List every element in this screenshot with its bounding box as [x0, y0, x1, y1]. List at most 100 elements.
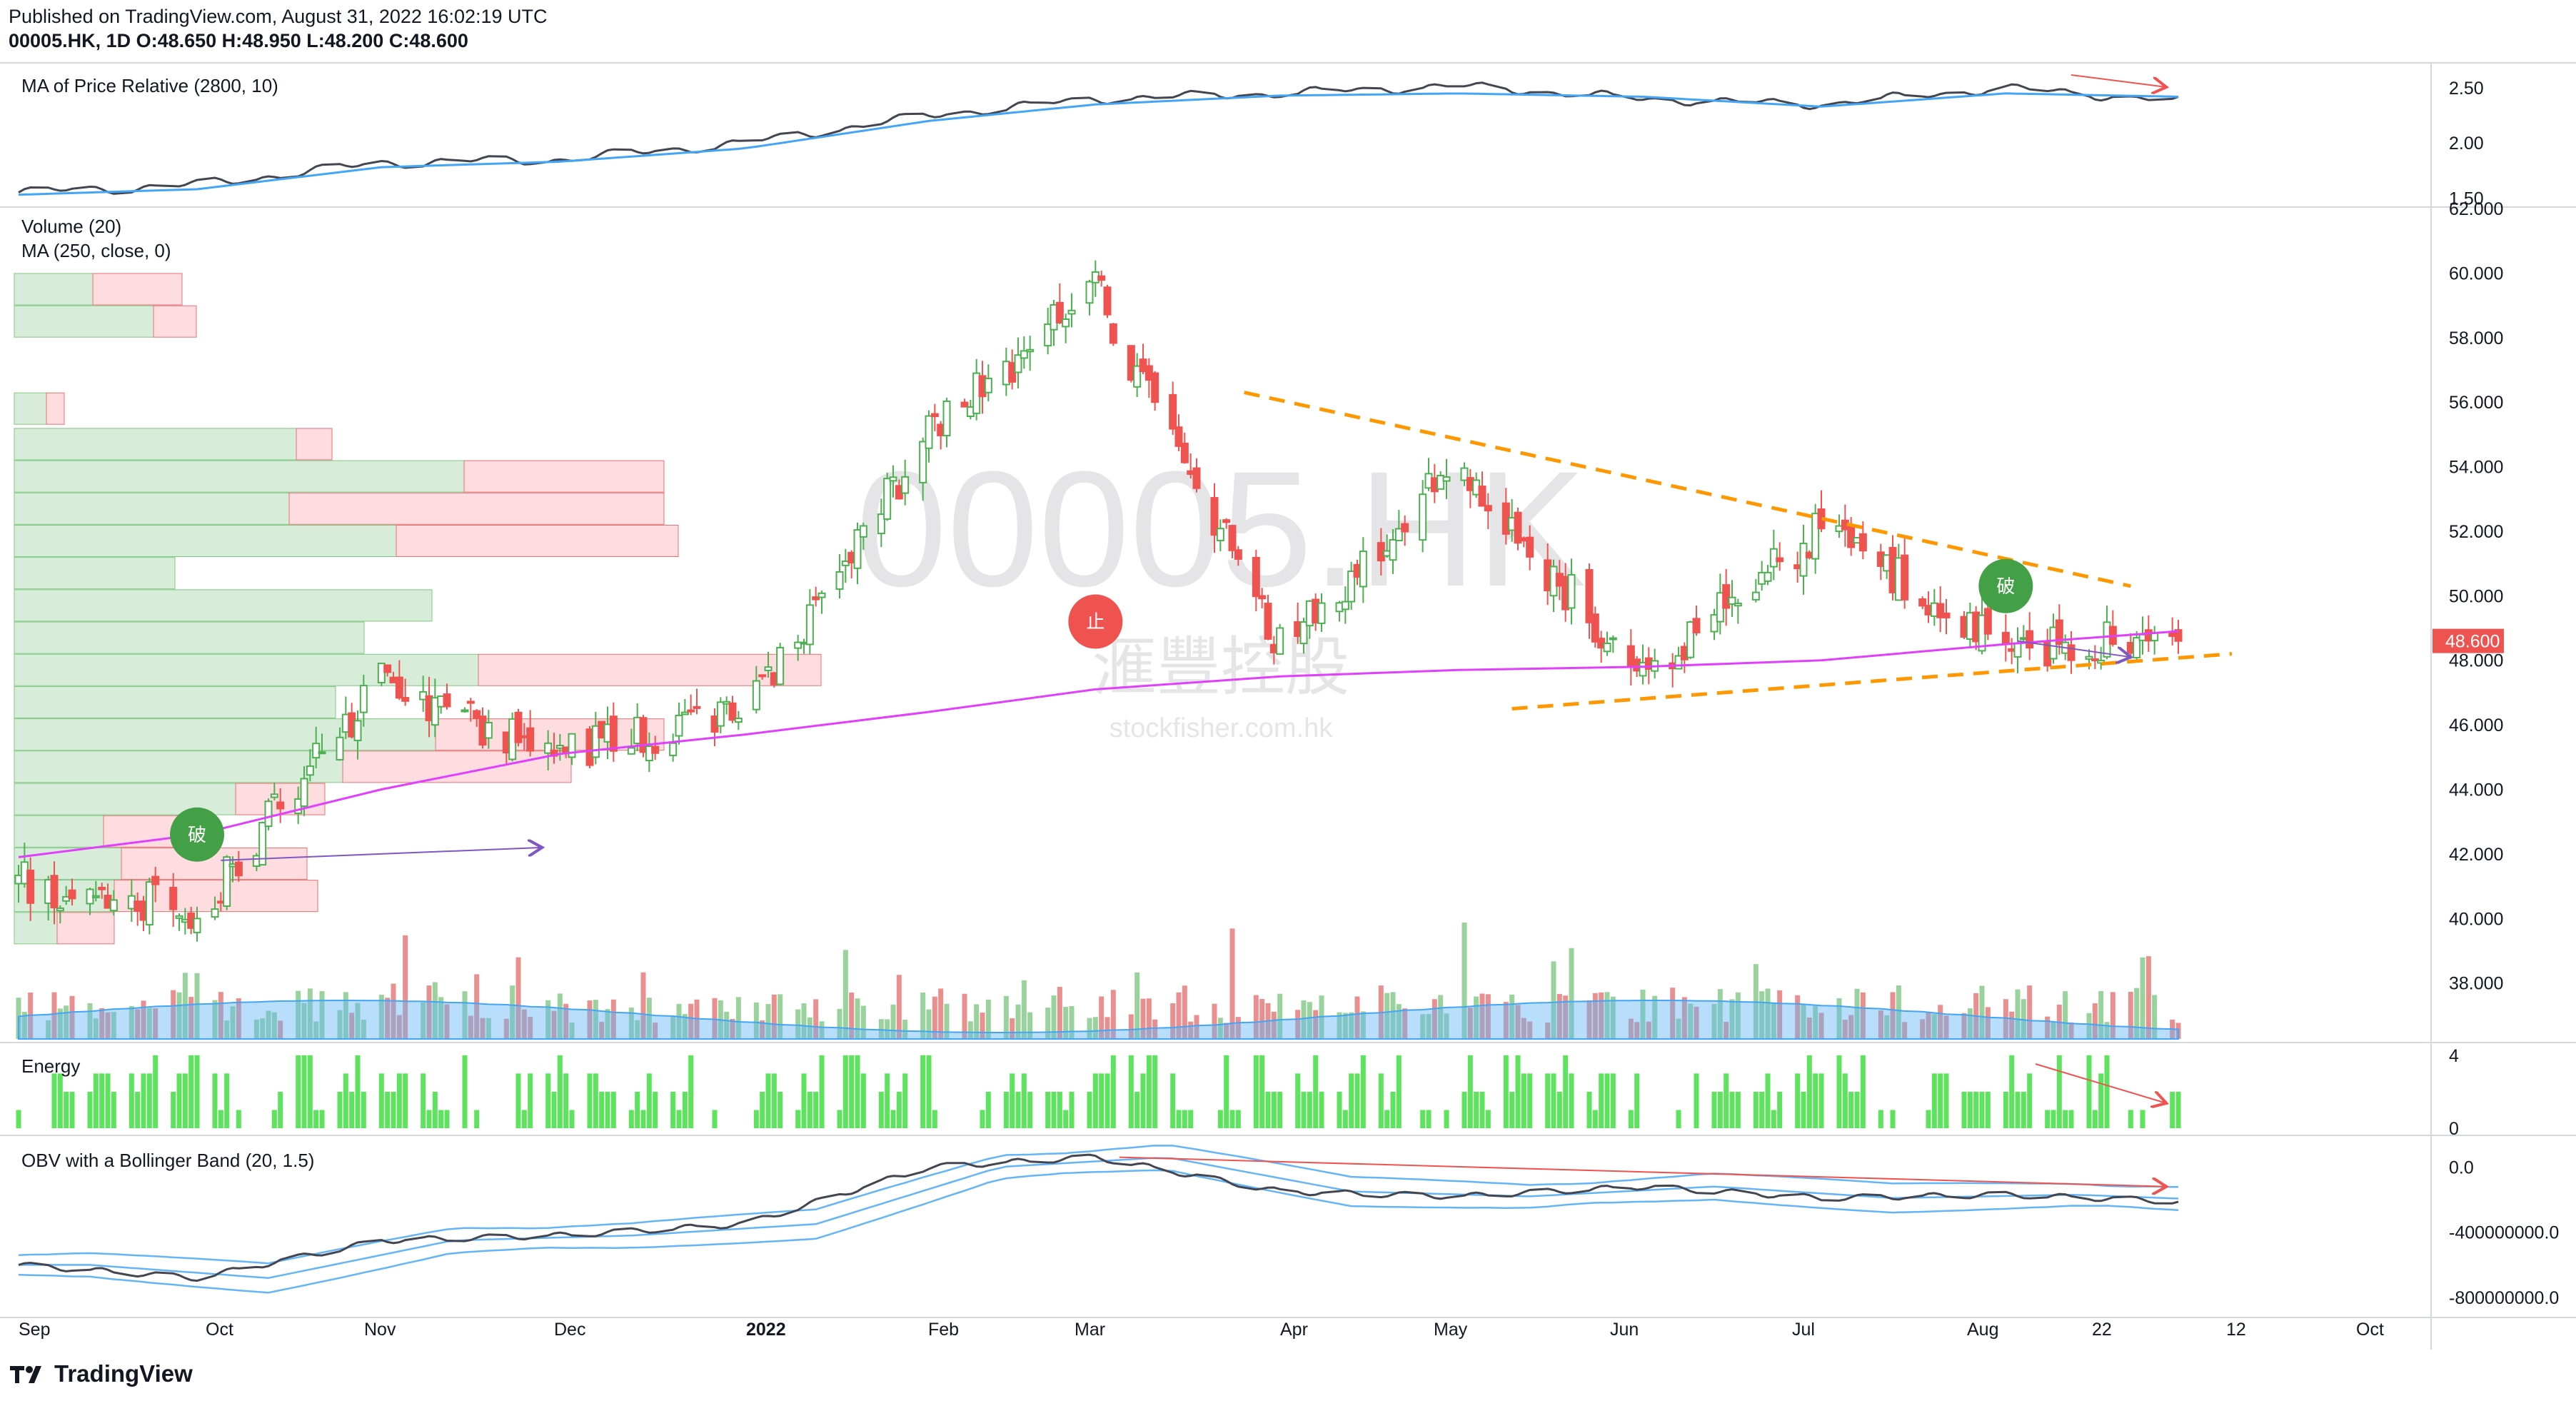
volume-bar	[1771, 1003, 1776, 1039]
energy-bar	[842, 1055, 848, 1128]
price-relative-line-2	[18, 92, 2179, 196]
volume-bar	[69, 995, 75, 1039]
candle-body	[776, 646, 785, 686]
volume-bar	[1854, 988, 1860, 1039]
price-tick-label: 52.000	[2449, 522, 2503, 542]
energy-bar	[1586, 1091, 1592, 1128]
volume-bar	[1634, 1022, 1640, 1039]
energy-bar	[403, 1073, 408, 1128]
energy-bar	[1474, 1091, 1479, 1128]
volume-bar	[640, 972, 646, 1039]
energy-bar	[807, 1091, 812, 1128]
volume-profile-up-row	[14, 524, 397, 557]
candle-body	[264, 800, 273, 828]
energy-bar	[1396, 1055, 1402, 1128]
candle-body	[466, 700, 475, 704]
volume-profile-down-row	[92, 273, 183, 306]
candle-body	[1026, 348, 1035, 353]
obv-title: OBV with a Bollinger Band (20, 1.5)	[21, 1150, 315, 1171]
red-divergence-arrow	[2071, 74, 2166, 87]
time-tick-label: Oct	[206, 1320, 233, 1340]
candle-body	[270, 793, 278, 798]
energy-bar	[813, 1091, 819, 1128]
volume-bar	[587, 1000, 593, 1039]
volume-bar	[670, 1016, 676, 1039]
signal-bubble	[1068, 594, 1123, 649]
energy-bar	[878, 1091, 884, 1128]
candle-body	[443, 693, 451, 708]
energy-bar	[635, 1091, 640, 1128]
energy-bar	[1027, 1091, 1033, 1128]
volume-bar	[801, 1003, 807, 1039]
energy-bar	[605, 1091, 610, 1128]
volume-bar	[2152, 995, 2158, 1039]
energy-bar	[188, 1055, 194, 1128]
energy-bar	[2045, 1110, 2051, 1128]
volume-bar	[1021, 980, 1027, 1039]
volume-bar	[1140, 998, 1146, 1039]
candle-body	[889, 476, 897, 482]
energy-bar	[2128, 1110, 2133, 1128]
volume-bar	[878, 1019, 884, 1039]
energy-bar	[93, 1073, 99, 1128]
volume-bar	[1563, 995, 1569, 1039]
volume-bar	[278, 1020, 283, 1039]
volume-profile-down-row	[396, 524, 679, 557]
energy-bar	[926, 1055, 932, 1128]
candle-body	[1686, 621, 1695, 658]
candle-body	[669, 742, 678, 756]
volume-bar	[51, 992, 57, 1039]
volume-bar	[135, 1009, 141, 1039]
volume-bar	[1128, 1014, 1134, 1039]
volume-bar	[313, 1021, 319, 1039]
energy-bar	[1628, 1110, 1634, 1128]
volume-bar	[218, 992, 223, 1039]
energy-bar	[1467, 1055, 1473, 1128]
volume-bar	[1884, 1015, 1890, 1039]
candle-body	[1174, 426, 1183, 447]
energy-bar	[1878, 1110, 1883, 1128]
volume-bar	[230, 1006, 236, 1039]
volume-bar	[735, 997, 741, 1039]
energy-bar	[753, 1110, 759, 1128]
candle-body	[1609, 637, 1617, 641]
energy-bar	[920, 1055, 926, 1128]
candle-body	[1478, 486, 1486, 507]
energy-bar	[349, 1091, 355, 1128]
energy-bar	[1711, 1091, 1717, 1128]
energy-bar	[385, 1091, 391, 1128]
volume-bar	[307, 988, 313, 1039]
candle-body	[145, 881, 154, 926]
volume-bar	[1420, 1014, 1426, 1039]
candle-body	[1085, 281, 1094, 304]
candle-body	[794, 641, 803, 649]
volume-bar	[1711, 1004, 1717, 1039]
watermark-site: stockfisher.com.hk	[1110, 713, 1334, 743]
volume-bar	[1253, 995, 1259, 1039]
volume-bar	[1765, 988, 1771, 1039]
volume-profile-up-row	[14, 912, 58, 945]
energy-bar	[2140, 1110, 2145, 1128]
candle-body	[2174, 629, 2183, 642]
volume-bar	[557, 993, 563, 1039]
volume-bar	[980, 1013, 985, 1039]
energy-bar	[1854, 1091, 1860, 1128]
volume-bar	[682, 1014, 688, 1039]
candle-body	[1734, 602, 1742, 607]
candle-body	[68, 889, 76, 900]
energy-bar	[771, 1073, 777, 1128]
volume-bar	[1604, 992, 1610, 1039]
energy-bar	[129, 1073, 134, 1128]
candle-body	[1169, 393, 1177, 430]
energy-bar	[1515, 1055, 1521, 1128]
volume-bar	[1390, 992, 1396, 1039]
energy-bar	[421, 1073, 426, 1128]
volume-bar	[99, 1008, 105, 1039]
volume-bar	[1057, 987, 1062, 1039]
candle-body	[175, 915, 183, 919]
volume-bar	[171, 990, 176, 1039]
candle-body	[151, 875, 160, 885]
volume-bar	[1235, 1017, 1241, 1039]
energy-bar	[1938, 1073, 1943, 1128]
